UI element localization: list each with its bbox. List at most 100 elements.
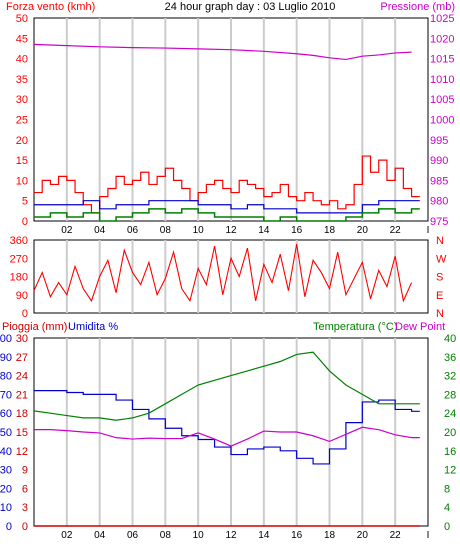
temperature-tick-label: 28	[444, 389, 456, 401]
pressure-tick-label: 1000	[430, 115, 454, 127]
temperature-tick-label: 40	[444, 333, 456, 345]
rain-tick-label: 0	[22, 521, 28, 533]
pressure-series	[33, 43, 412, 61]
panel1-x-tick-label: 10	[193, 225, 205, 236]
panel1-x-tick-label: 12	[225, 225, 237, 236]
temperature-tick-label: 32	[444, 371, 456, 383]
temperature-tick-label: 20	[444, 427, 456, 439]
humidity-tick-label: 40	[0, 446, 12, 458]
temperature-tick-label: 36	[444, 352, 456, 364]
wind-tick-label: 50	[16, 13, 28, 25]
pressure-tick-label: 1025	[430, 13, 454, 25]
rain-tick-label: 27	[16, 352, 28, 364]
panel1-x-tick-label: 02	[61, 225, 73, 236]
pressure-tick-label: 990	[430, 155, 448, 167]
temp-humidity-panel: 02 04 06 08 10 12 14 16 18 20 22 I01020304050607080…	[0, 333, 456, 541]
temperature-tick-label: 0	[444, 521, 450, 533]
rain-tick-label: 18	[16, 408, 28, 420]
humidity-tick-label: 20	[0, 483, 12, 495]
panel3-x-tick-label: 10	[193, 530, 205, 541]
panel3-x-tick-label: 04	[94, 530, 106, 541]
panel1-x-tick-label: 16	[291, 225, 303, 236]
direction-tick-label: 270	[10, 253, 28, 265]
pressure-tick-label: 1010	[430, 74, 454, 86]
panel1-x-tick-label: 14	[258, 225, 270, 236]
temperature-tick-label: 8	[444, 483, 450, 495]
direction-compass-label: W	[436, 253, 447, 265]
rain-tick-label: 6	[22, 483, 28, 495]
direction-compass-label: N	[436, 308, 444, 320]
temperature-series	[33, 351, 420, 421]
direction-tick-label: 360	[10, 235, 28, 247]
rain-tick-label: 15	[16, 427, 28, 439]
pressure-tick-label: 1015	[430, 54, 454, 66]
humidity-tick-label: 100	[0, 333, 12, 345]
direction-compass-label: N	[436, 235, 444, 247]
graph-title: 24 hour graph day : 03 Luglio 2010	[165, 1, 336, 13]
wind-pressure-panel: 02 04 06 08 10 12 14 16 18 20 22 I05101520253035404…	[16, 13, 455, 236]
panel1-x-tick-label: 06	[127, 225, 139, 236]
panel3-x-tick-label: I	[427, 530, 430, 541]
pressure-tick-label: 980	[430, 196, 448, 208]
panel3-x-tick-label: 02	[61, 530, 73, 541]
wind-tick-label: 10	[16, 175, 28, 187]
temperature-tick-label: 16	[444, 446, 456, 458]
wind-min-series	[34, 208, 420, 222]
rain-axis-label: Pioggia (mm)	[2, 321, 67, 333]
temperature-tick-label: 12	[444, 465, 456, 477]
panel1-x-tick-label: 22	[390, 225, 402, 236]
panel3-x-tick-label: 22	[390, 530, 402, 541]
pressure-tick-label: 995	[430, 135, 448, 147]
panel1-x-tick-label: 20	[357, 225, 369, 236]
rain-tick-label: 12	[16, 446, 28, 458]
panel3-x-tick-label: 18	[324, 530, 336, 541]
panel3-x-tick-label: 14	[258, 530, 270, 541]
rain-tick-label: 3	[22, 502, 28, 514]
pressure-tick-label: 975	[430, 216, 448, 228]
wind-avg-series	[34, 200, 420, 214]
direction-compass-label: E	[436, 290, 443, 302]
pressure-tick-label: 1005	[430, 94, 454, 106]
humidity-tick-label: 0	[6, 521, 12, 533]
wind-axis-label: Forza vento (kmh)	[6, 1, 95, 13]
temperature-tick-label: 24	[444, 408, 456, 420]
rain-tick-label: 9	[22, 465, 28, 477]
dewpoint-series	[34, 426, 420, 447]
direction-tick-label: 90	[16, 290, 28, 302]
direction-tick-label: 180	[10, 272, 28, 284]
humidity-series	[34, 390, 420, 465]
wind-tick-label: 35	[16, 74, 28, 86]
panel3-x-tick-label: 12	[225, 530, 237, 541]
temperature-axis-label: Temperatura (°C)	[313, 321, 397, 333]
pressure-tick-label: 985	[430, 175, 448, 187]
humidity-tick-label: 90	[0, 352, 12, 364]
panel3-x-tick-label: 06	[127, 530, 139, 541]
wind-tick-label: 30	[16, 94, 28, 106]
humidity-tick-label: 70	[0, 389, 12, 401]
pressure-axis-label: Pressione (mb)	[380, 1, 455, 13]
humidity-axis-label: Umidita %	[68, 321, 118, 333]
humidity-tick-label: 50	[0, 427, 12, 439]
humidity-tick-label: 30	[0, 465, 12, 477]
temperature-tick-label: 4	[444, 502, 450, 514]
wind-tick-label: 40	[16, 54, 28, 66]
humidity-tick-label: 60	[0, 408, 12, 420]
humidity-tick-label: 10	[0, 502, 12, 514]
panel1-x-tick-label: 18	[324, 225, 336, 236]
panel3-x-tick-label: 16	[291, 530, 303, 541]
wind-tick-label: 20	[16, 135, 28, 147]
direction-tick-label: 0	[22, 308, 28, 320]
rain-tick-label: 24	[16, 371, 28, 383]
rain-tick-label: 21	[16, 389, 28, 401]
direction-series	[33, 243, 413, 303]
dewpoint-axis-label: Dew Point	[395, 321, 445, 333]
panel1-x-tick-label: 08	[160, 225, 172, 236]
panel1-x-tick-label: I	[427, 225, 430, 236]
rain-tick-label: 30	[16, 333, 28, 345]
wind-tick-label: 15	[16, 155, 28, 167]
panel1-x-tick-label: 04	[94, 225, 106, 236]
panel3-x-tick-label: 20	[357, 530, 369, 541]
